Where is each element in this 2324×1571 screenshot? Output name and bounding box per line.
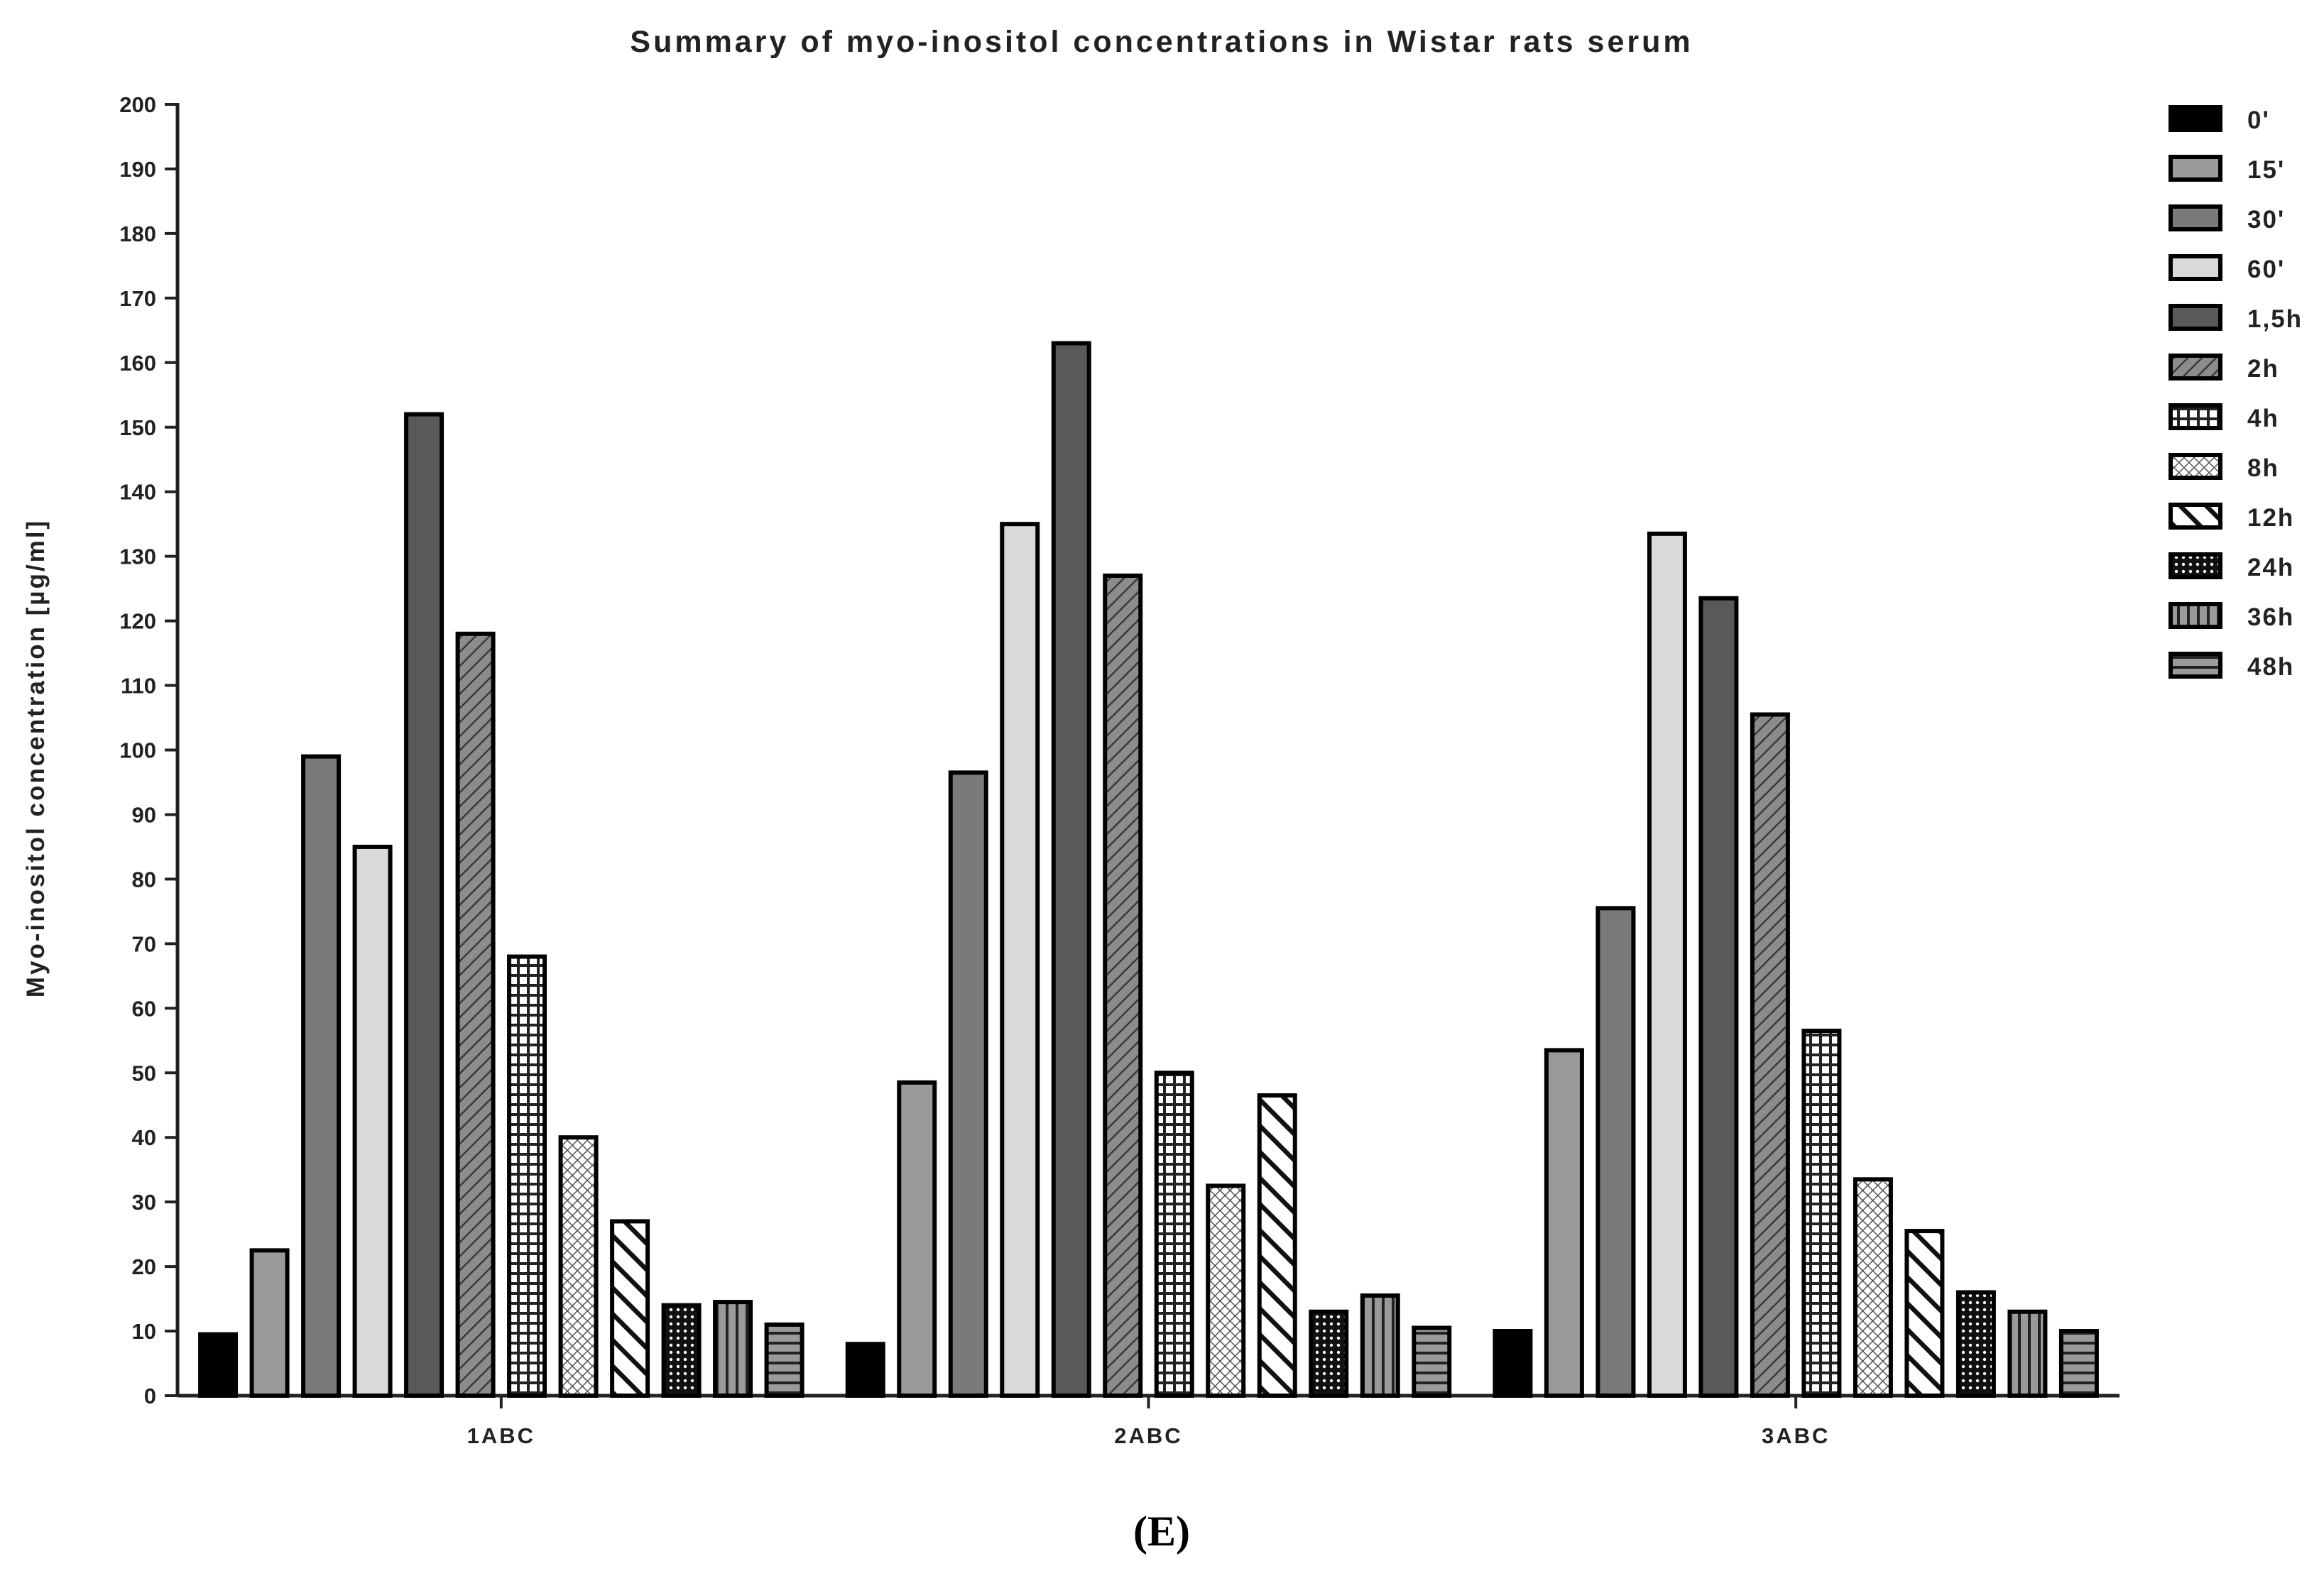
bar-2ABC-2h [1103, 573, 1143, 1398]
legend-entry-label: 12h [2247, 504, 2294, 532]
bar-3ABC-24h [1955, 1290, 1996, 1398]
x-tick-label: 2ABC [1114, 1423, 1182, 1448]
y-tick-label: 150 [119, 415, 156, 440]
bar-1ABC-8h [558, 1135, 599, 1398]
y-tick-label: 30 [132, 1190, 156, 1215]
bar-1ABC-0' [198, 1332, 239, 1398]
y-tick-label: 200 [119, 92, 156, 117]
bar-1ABC-4h [507, 954, 547, 1398]
bar-2ABC-0' [845, 1342, 885, 1398]
y-axis-label: Myo-inositol concentration [µg/ml] [22, 519, 50, 997]
bar-3ABC-15' [1544, 1048, 1584, 1398]
legend-entry-label: 4h [2247, 405, 2279, 432]
legend-entry-label: 8h [2247, 454, 2279, 482]
bar-2ABC-60' [1000, 522, 1040, 1398]
legend-swatch [2168, 204, 2222, 231]
y-tick-label: 90 [132, 802, 156, 827]
x-tick-label: 1ABC [467, 1423, 535, 1448]
legend-swatch [2168, 105, 2222, 132]
legend-swatch [2168, 602, 2222, 629]
bar-2ABC-15' [897, 1080, 937, 1398]
y-tick-label: 70 [132, 931, 156, 956]
legend-entry-label: 15' [2247, 156, 2285, 184]
y-tick-label: 140 [119, 480, 156, 505]
y-tick-label: 110 [121, 674, 156, 699]
bar-1ABC-30' [301, 754, 342, 1398]
y-tick-label: 50 [132, 1061, 156, 1085]
y-tick-label: 40 [132, 1125, 156, 1150]
y-tick-label: 120 [119, 609, 156, 634]
legend-swatch [2168, 403, 2222, 430]
legend-entry-label: 60' [2247, 256, 2285, 283]
bar-1ABC-2h [455, 631, 496, 1398]
bar-1ABC-36h [713, 1300, 753, 1398]
bar-3ABC-8h [1853, 1177, 1893, 1398]
legend-entry-label: 24h [2247, 554, 2294, 581]
legend-swatch [2168, 503, 2222, 530]
legend: 0' 15' 30' 60' 1,5h 2h 4h 8h 12h 24h 36h 48h [2168, 105, 2303, 681]
legend-swatch [2168, 453, 2222, 480]
bar-2ABC-30' [948, 770, 988, 1398]
bar-2ABC-24h [1309, 1309, 1349, 1398]
bar-1ABC-12h [610, 1219, 650, 1398]
bar-2ABC-8h [1206, 1183, 1246, 1398]
bar-1ABC-48h [764, 1322, 804, 1398]
y-tick-label: 0 [144, 1384, 156, 1408]
legend-swatch [2168, 254, 2222, 281]
legend-entry-label: 48h [2247, 653, 2294, 681]
y-tick-label: 190 [119, 157, 156, 182]
chart-title: Summary of myo-inositol concentrations i… [630, 25, 1693, 59]
bar-1ABC-15' [249, 1248, 290, 1398]
y-tick-label: 100 [119, 738, 156, 763]
bar-3ABC-12h [1904, 1229, 1945, 1398]
bar-3ABC-2h [1750, 712, 1790, 1398]
bar-3ABC-1,5h [1698, 596, 1739, 1398]
y-tick-label: 60 [132, 996, 156, 1021]
bar-3ABC-0' [1493, 1329, 1533, 1398]
panel-label: (E) [1133, 1508, 1190, 1555]
bar-2ABC-12h [1257, 1093, 1297, 1398]
bar-3ABC-30' [1595, 906, 1636, 1398]
bar-3ABC-36h [2007, 1309, 2048, 1398]
legend-entry-label: 0' [2247, 106, 2270, 134]
legend-entry-label: 1,5h [2247, 305, 2303, 333]
legend-swatch [2168, 552, 2222, 579]
y-tick-label: 160 [119, 351, 156, 376]
bar-1ABC-60' [352, 844, 393, 1398]
legend-swatch [2168, 155, 2222, 182]
legend-swatch [2168, 354, 2222, 381]
x-tick-label: 3ABC [1762, 1423, 1830, 1448]
bar-2ABC-48h [1412, 1325, 1452, 1398]
bar-3ABC-48h [2058, 1329, 2099, 1398]
bar-2ABC-1,5h [1051, 341, 1091, 1398]
y-tick-label: 20 [132, 1254, 156, 1279]
bar-2ABC-4h [1154, 1071, 1194, 1398]
legend-entry-label: 36h [2247, 603, 2294, 631]
y-tick-label: 180 [119, 221, 156, 246]
legend-swatch [2168, 304, 2222, 331]
plot-area: 0 10 20 30 40 50 60 70 80 90 100 110 120 130 140 150 160… [119, 92, 2120, 1448]
bar-2ABC-36h [1360, 1293, 1400, 1398]
y-tick-label: 80 [132, 867, 156, 892]
y-tick-label: 130 [119, 544, 156, 569]
legend-swatch [2168, 652, 2222, 679]
bar-3ABC-4h [1801, 1029, 1842, 1398]
bar-3ABC-60' [1647, 531, 1687, 1398]
legend-entry-label: 2h [2247, 355, 2279, 383]
legend-entry-label: 30' [2247, 206, 2285, 234]
y-tick-label: 170 [119, 286, 156, 311]
bar-1ABC-24h [661, 1303, 702, 1398]
y-tick-label: 10 [132, 1319, 156, 1344]
bar-1ABC-1,5h [404, 412, 444, 1398]
